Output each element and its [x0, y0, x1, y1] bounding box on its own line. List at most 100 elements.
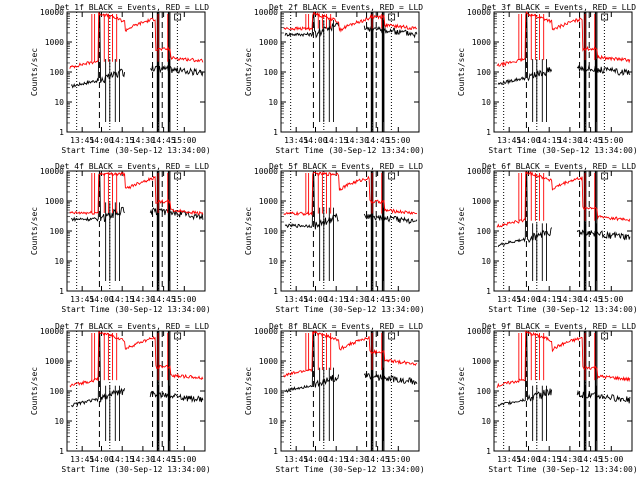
marker-box [388, 172, 396, 180]
plot-frame [280, 330, 420, 452]
x-tick-label: 14:00 [89, 295, 113, 304]
plot-frame [493, 170, 633, 292]
x-tick-label: 14:45 [152, 136, 176, 145]
x-tick-label: 14:30 [131, 295, 155, 304]
y-tick-label: 10000 [467, 327, 491, 336]
y-tick-label: 100 [50, 68, 65, 77]
marker-box [174, 332, 182, 340]
marker-box [388, 13, 396, 21]
y-tick-label: 10 [54, 98, 64, 107]
y-tick-label: 1000 [259, 38, 278, 47]
x-tick-label: 14:45 [579, 455, 603, 464]
y-tick-label: 100 [264, 227, 279, 236]
x-tick-label: 14:00 [303, 136, 327, 145]
lld-series [69, 171, 204, 216]
x-tick-label: 14:15 [110, 136, 134, 145]
x-axis-label: Start Time (30-Sep-12 13:34:00) [275, 305, 424, 314]
detector-panel-4: Det 4f BLACK = Events, RED = LLD 1 10 100 10… [30, 162, 211, 314]
y-tick-label: 10000 [467, 167, 491, 176]
x-tick-label: 13:45 [70, 455, 94, 464]
x-tick-label: 14:00 [516, 295, 540, 304]
x-axis-label: Start Time (30-Sep-12 13:34:00) [488, 465, 637, 474]
y-tick-label: 1 [59, 287, 64, 296]
x-tick-label: 14:15 [110, 455, 134, 464]
x-axis-label: Start Time (30-Sep-12 13:34:00) [61, 305, 210, 314]
y-tick-label: 100 [477, 227, 492, 236]
panel-title: Det 4f BLACK = Events, RED = LLD [55, 162, 209, 171]
x-tick-label: 15:00 [599, 136, 623, 145]
marker-box [601, 332, 609, 340]
lld-series [496, 329, 631, 388]
plot-frame [493, 11, 633, 133]
x-axis-label: Start Time (30-Sep-12 13:34:00) [275, 465, 424, 474]
lld-series [283, 11, 418, 33]
y-tick-label: 10 [268, 98, 278, 107]
x-tick-label: 14:15 [537, 455, 561, 464]
y-tick-label: 10 [268, 417, 278, 426]
marker-box [174, 172, 182, 180]
x-tick-label: 14:00 [516, 455, 540, 464]
y-axis-label: Counts/sec [457, 367, 466, 415]
y-tick-label: 1000 [259, 197, 278, 206]
y-tick-label: 1 [486, 447, 491, 456]
x-tick-label: 13:45 [284, 455, 308, 464]
x-axis-label: Start Time (30-Sep-12 13:34:00) [275, 146, 424, 155]
detector-panel-8: Det 8f BLACK = Events, RED = LLD 1 10 100 10… [244, 322, 425, 474]
x-tick-label: 14:30 [558, 295, 582, 304]
events-series [70, 330, 204, 408]
panel-title: Det 6f BLACK = Events, RED = LLD [482, 162, 636, 171]
y-tick-label: 1 [273, 447, 278, 456]
y-tick-label: 1000 [45, 357, 64, 366]
x-tick-label: 14:00 [89, 455, 113, 464]
y-axis-label: Counts/sec [244, 207, 253, 255]
plot-frame [66, 11, 206, 133]
y-tick-label: 10000 [254, 167, 278, 176]
x-tick-label: 14:30 [345, 455, 369, 464]
x-tick-label: 14:15 [324, 295, 348, 304]
x-tick-label: 15:00 [172, 136, 196, 145]
marker-box [174, 13, 182, 21]
y-axis-label: Counts/sec [244, 367, 253, 415]
panel-title: Det 1f BLACK = Events, RED = LLD [55, 3, 209, 12]
events-series [497, 11, 631, 86]
x-tick-label: 13:45 [497, 136, 521, 145]
y-tick-label: 10000 [40, 327, 64, 336]
y-tick-label: 100 [477, 68, 492, 77]
x-axis-label: Start Time (30-Sep-12 13:34:00) [61, 465, 210, 474]
events-series [71, 172, 204, 223]
panel-title: Det 9f BLACK = Events, RED = LLD [482, 322, 636, 331]
y-tick-label: 1000 [259, 357, 278, 366]
detector-panel-5: Det 5f BLACK = Events, RED = LLD 1 10 100 10… [244, 162, 425, 314]
detector-panel-6: Det 6f BLACK = Events, RED = LLD 1 10 100 10… [457, 162, 638, 314]
y-axis-label: Counts/sec [244, 48, 253, 96]
x-tick-label: 15:00 [386, 455, 410, 464]
y-tick-label: 1000 [45, 38, 64, 47]
y-tick-label: 1 [486, 287, 491, 296]
y-tick-label: 1 [273, 128, 278, 137]
x-tick-label: 15:00 [172, 295, 196, 304]
y-axis-label: Counts/sec [30, 207, 39, 255]
marker-box [388, 332, 396, 340]
panel-title: Det 5f BLACK = Events, RED = LLD [269, 162, 423, 171]
y-tick-label: 1 [486, 128, 491, 137]
plot-frame [66, 170, 206, 292]
events-series [497, 171, 631, 248]
panel-title: Det 3f BLACK = Events, RED = LLD [482, 3, 636, 12]
y-tick-label: 1 [59, 447, 64, 456]
y-tick-label: 10000 [467, 8, 491, 17]
y-axis-label: Counts/sec [30, 367, 39, 415]
detector-panel-3: Det 3f BLACK = Events, RED = LLD 1 10 100 10… [457, 3, 638, 155]
x-tick-label: 14:45 [152, 295, 176, 304]
x-tick-label: 14:45 [366, 136, 390, 145]
x-tick-label: 15:00 [386, 295, 410, 304]
x-tick-label: 14:15 [537, 136, 561, 145]
y-tick-label: 100 [50, 227, 65, 236]
x-tick-label: 14:15 [110, 295, 134, 304]
x-axis-label: Start Time (30-Sep-12 13:34:00) [488, 146, 637, 155]
y-tick-label: 1 [59, 128, 64, 137]
x-tick-label: 14:15 [537, 295, 561, 304]
plot-frame [493, 330, 633, 452]
x-tick-label: 14:45 [366, 455, 390, 464]
marker-box [601, 172, 609, 180]
y-tick-label: 100 [264, 387, 279, 396]
